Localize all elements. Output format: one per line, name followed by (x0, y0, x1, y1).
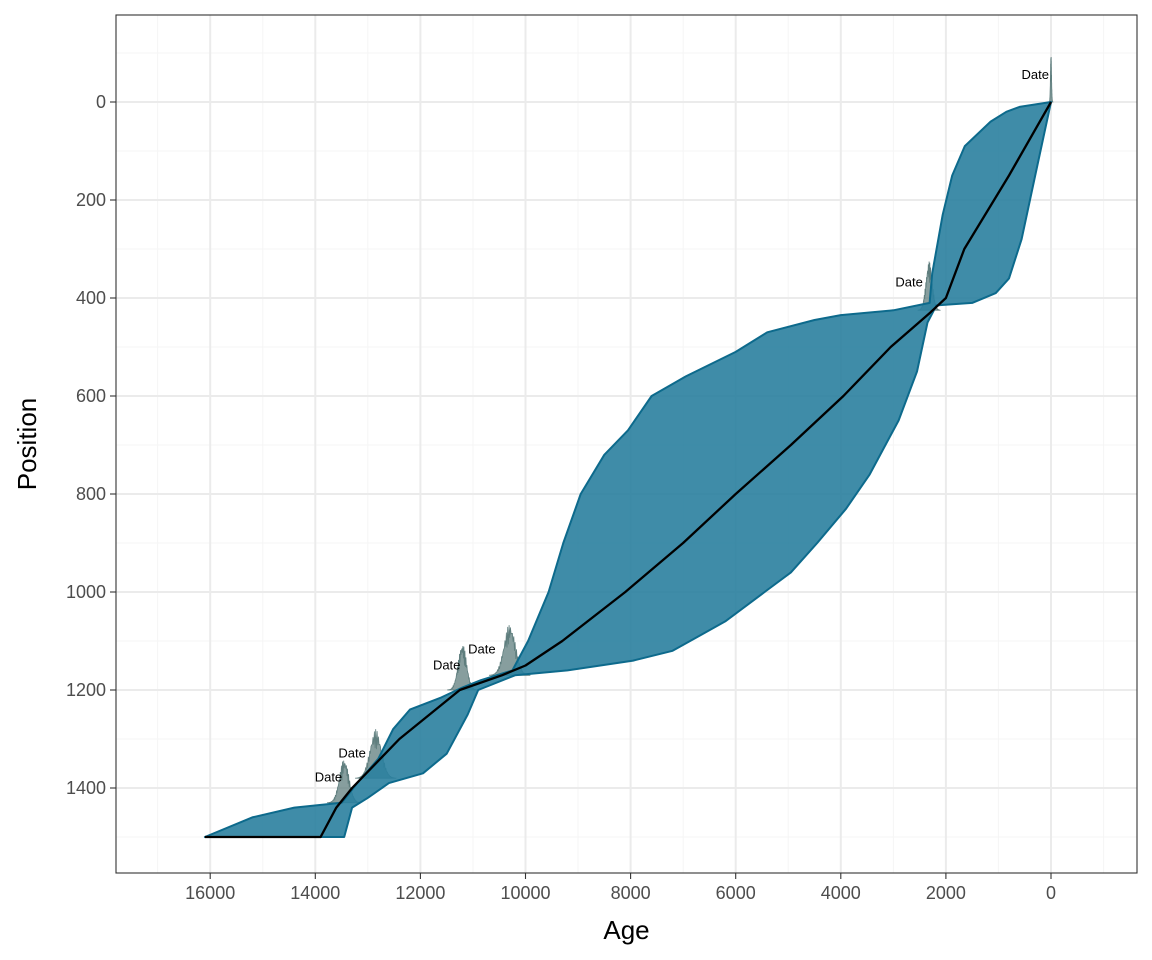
date-label: Date (315, 770, 342, 785)
y-tick-label: 200 (76, 190, 106, 210)
date-label: Date (338, 746, 365, 761)
y-tick-label: 0 (96, 92, 106, 112)
y-tick-label: 1200 (66, 680, 106, 700)
y-axis-ticks: 0 200 400 600 800 1000 1200 1400 (66, 92, 116, 798)
panel-border (115, 14, 1138, 874)
date-distribution (1048, 57, 1054, 103)
x-tick-label: 2000 (926, 883, 966, 903)
x-tick-label: 0 (1046, 883, 1056, 903)
x-tick-label: 4000 (821, 883, 861, 903)
date-labels: Date Date Date Date Date Date (315, 67, 1049, 785)
y-tick-label: 800 (76, 484, 106, 504)
x-tick-label: 8000 (611, 883, 651, 903)
x-tick-label: 6000 (716, 883, 756, 903)
x-tick-label: 16000 (185, 883, 235, 903)
date-label: Date (433, 657, 460, 672)
y-tick-label: 400 (76, 288, 106, 308)
y-axis-title: Position (12, 398, 42, 491)
x-tick-label: 10000 (500, 883, 550, 903)
date-label: Date (895, 275, 922, 290)
median-age-line (204, 101, 1052, 839)
y-tick-label: 1000 (66, 582, 106, 602)
date-label: Date (468, 641, 495, 656)
x-tick-label: 12000 (395, 883, 445, 903)
x-tick-label: 14000 (290, 883, 340, 903)
x-axis-ticks: 16000 14000 12000 10000 8000 6000 4000 2000 0 (185, 873, 1056, 903)
y-tick-label: 600 (76, 386, 106, 406)
uncertainty-ribbon (203, 101, 1052, 838)
x-axis-title: Age (603, 915, 649, 945)
y-tick-label: 1400 (66, 778, 106, 798)
date-label: Date (1022, 67, 1049, 82)
